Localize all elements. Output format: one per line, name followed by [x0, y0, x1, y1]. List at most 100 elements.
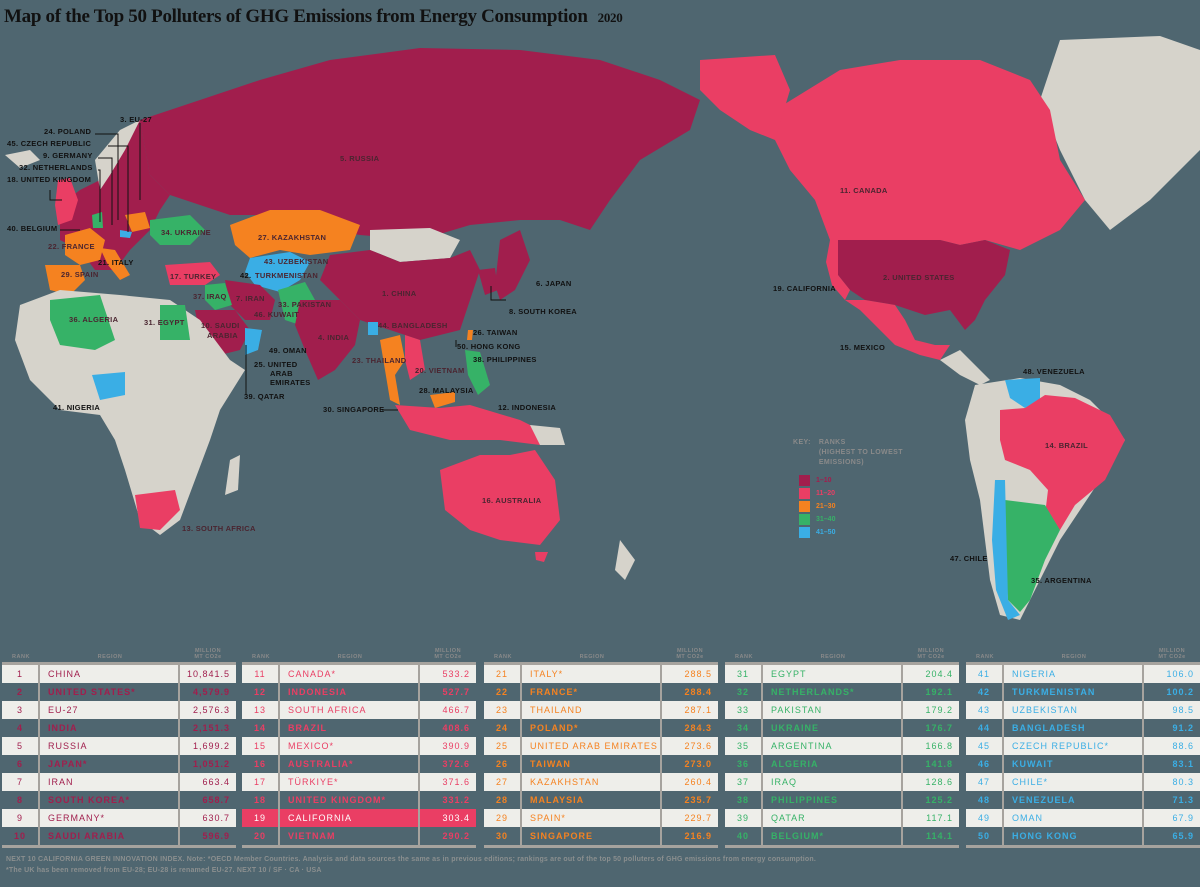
rank-cell: 8 [2, 791, 40, 809]
tasmania-shape [535, 552, 548, 562]
map-label: 20. VIETNAM [415, 366, 465, 375]
china-shape [320, 250, 480, 340]
taiwan-shape [467, 330, 473, 340]
map-label: 9. GERMANY [43, 151, 93, 160]
california-shape [826, 240, 850, 300]
value-cell: 284.3 [684, 723, 712, 733]
header-rank: RANK [12, 654, 30, 660]
region-cell: SOUTH AFRICA [280, 701, 420, 719]
legend-swatch [799, 475, 810, 486]
value-cell: 371.6 [442, 777, 470, 787]
algeria-shape [50, 295, 115, 350]
table-header: RANK REGION MILLION MT CO2e [2, 636, 236, 660]
map-label: 45. CZECH REPUBLIC [7, 139, 92, 148]
map-label: 13. SOUTH AFRICA [182, 524, 256, 533]
indonesia-shape [395, 405, 540, 445]
map-label: 23. THAILAND [352, 356, 407, 365]
uk-shape [55, 178, 78, 225]
map-label: 32. NETHERLANDS [19, 163, 93, 172]
table-row: 30 SINGAPORE 216.9 [484, 827, 718, 845]
rank-table-column: RANK REGION MILLION MT CO2e 21 ITALY* 288.5 22 F… [484, 636, 718, 848]
table-row: 38 PHILIPPINES 125.2 [725, 791, 959, 809]
region-cell: ITALY* [522, 665, 662, 683]
table-row: 42 TURKMENISTAN 100.2 [966, 683, 1200, 701]
rank-cell: 15 [242, 737, 280, 755]
table-rule [725, 662, 959, 665]
legend-label: 21–30 [816, 503, 836, 510]
table-row: 39 QATAR 117.1 [725, 809, 959, 827]
table-row: 7 IRAN 663.4 [2, 773, 236, 791]
legend-item: 21–30 [799, 500, 903, 513]
map-label: 17. TURKEY [170, 272, 217, 281]
map-label: 44. BANGLADESH [378, 321, 448, 330]
rank-cell: 14 [242, 719, 280, 737]
rank-cell: 7 [2, 773, 40, 791]
region-cell: IRAN [40, 773, 180, 791]
korea-shape [478, 268, 498, 295]
map-label: 37. IRAQ [193, 292, 227, 301]
map-label: 27. KAZAKHSTAN [258, 233, 327, 242]
france-shape [65, 228, 105, 265]
value-cell: 331.2 [442, 795, 470, 805]
rank-cell: 25 [484, 737, 522, 755]
table-row: 34 UKRAINE 176.7 [725, 719, 959, 737]
region-cell: SINGAPORE [522, 827, 662, 845]
value-cell: 533.2 [442, 669, 470, 679]
new-zealand-shape [615, 540, 635, 580]
rank-cell: 30 [484, 827, 522, 845]
rank-cell: 28 [484, 791, 522, 809]
rank-cell: 4 [2, 719, 40, 737]
map-label: 14. BRAZIL [1045, 441, 1089, 450]
region-cell: KUWAIT [1004, 755, 1144, 773]
value-cell: 80.3 [1172, 777, 1194, 787]
map-label: 38. PHILIPPINES [473, 355, 537, 364]
header-region: REGION [97, 654, 123, 660]
map-label: EMIRATES [270, 378, 311, 387]
map-label: 40. BELGIUM [7, 224, 58, 233]
region-cell: HONG KONG [1004, 827, 1144, 845]
rank-cell: 34 [725, 719, 763, 737]
map-label: 34. UKRAINE [161, 228, 211, 237]
rank-cell: 42 [966, 683, 1004, 701]
table-row: 13 SOUTH AFRICA 466.7 [242, 701, 476, 719]
table-row: 28 MALAYSIA 235.7 [484, 791, 718, 809]
table-row: 29 SPAIN* 229.7 [484, 809, 718, 827]
spain-shape [45, 265, 85, 295]
table-rule [2, 662, 236, 665]
rank-cell: 18 [242, 791, 280, 809]
value-cell: 390.9 [442, 741, 470, 751]
table-rule [966, 845, 1200, 848]
world-map [5, 36, 1200, 620]
map-label: 31. EGYPT [144, 318, 185, 327]
value-cell: 260.4 [684, 777, 712, 787]
rank-cell: 26 [484, 755, 522, 773]
rank-cell: 33 [725, 701, 763, 719]
table-rule [242, 662, 476, 665]
value-cell: 106.0 [1166, 669, 1194, 679]
header-rank: RANK [252, 654, 270, 660]
legend-label: 31–40 [816, 516, 836, 523]
rank-cell: 46 [966, 755, 1004, 773]
madagascar-shape [225, 455, 240, 495]
table-row: 9 GERMANY* 630.7 [2, 809, 236, 827]
table-row: 16 AUSTRALIA* 372.6 [242, 755, 476, 773]
region-cell: CALIFORNIA [280, 809, 420, 827]
legend-label: 41–50 [816, 529, 836, 536]
legend-item: 1–10 [799, 474, 903, 487]
table-row: 21 ITALY* 288.5 [484, 665, 718, 683]
table-rule [966, 662, 1200, 665]
table-row: 5 RUSSIA 1,699.2 [2, 737, 236, 755]
region-cell: INDIA [40, 719, 180, 737]
philippines-shape [465, 350, 490, 395]
map-label: 29. SPAIN [61, 270, 99, 279]
table-row: 35 ARGENTINA 166.8 [725, 737, 959, 755]
map-label: 10. SAUDI [201, 321, 240, 330]
legend-item: 11–20 [799, 487, 903, 500]
table-row: 12 INDONESIA 527.7 [242, 683, 476, 701]
map-label: 36. ALGERIA [69, 315, 119, 324]
table-row: 6 JAPAN* 1,051.2 [2, 755, 236, 773]
region-cell: NETHERLANDS* [763, 683, 903, 701]
table-row: 19 CALIFORNIA 303.4 [242, 809, 476, 827]
table-row: 40 BELGIUM* 114.1 [725, 827, 959, 845]
legend-swatch [799, 501, 810, 512]
